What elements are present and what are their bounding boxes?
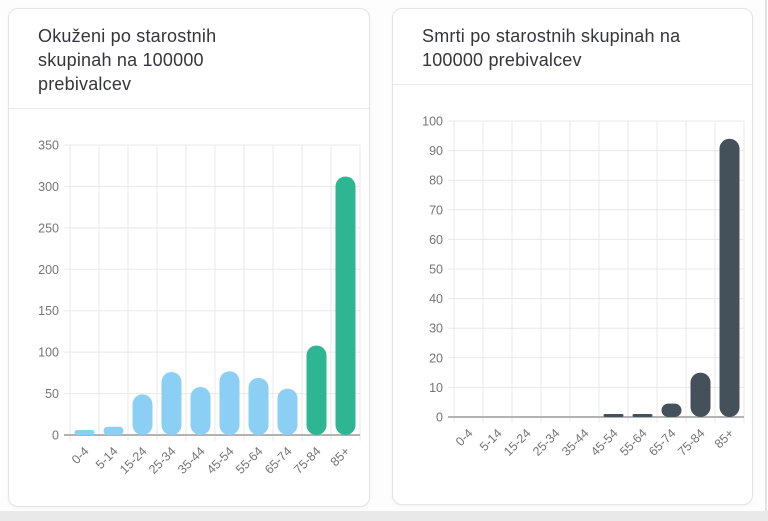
- bar-45-54[interactable]: [219, 371, 240, 435]
- y-tick-label: 80: [429, 174, 443, 188]
- y-tick-label: 0: [52, 429, 59, 443]
- y-tick-label: 50: [429, 263, 443, 277]
- x-tick-label: 0-4: [69, 444, 92, 467]
- y-tick-label: 100: [38, 346, 59, 360]
- y-tick-label: 300: [38, 180, 59, 194]
- deaths-bar-chart[interactable]: 0 10 20 30 40 50 60 70 80 90 100 0-4 5-1415-2425-343…: [396, 85, 748, 485]
- x-tick-label: 55-64: [617, 426, 650, 459]
- x-tick-label: 15-24: [501, 426, 534, 459]
- x-tick-label: 5-14: [93, 444, 121, 472]
- deaths-chart-card: Smrti po starostnih skupinah na 100000 p…: [392, 8, 753, 505]
- infected-chart-card: Okuženi po starostnih skupinah na 100000…: [8, 8, 370, 507]
- y-tick-label: 40: [429, 292, 443, 306]
- y-tick-label: 60: [429, 233, 443, 247]
- bar-65-74[interactable]: [661, 403, 682, 417]
- bar-75-84[interactable]: [690, 372, 711, 417]
- bar-55-64[interactable]: [248, 377, 269, 435]
- x-tick-label: 65-74: [262, 444, 295, 477]
- bar-85+[interactable]: [719, 138, 740, 417]
- y-tick-label: 200: [38, 263, 59, 277]
- bar-75-84[interactable]: [306, 345, 327, 435]
- x-tick-label: 75-84: [291, 444, 324, 477]
- y-tick-label: 10: [429, 381, 443, 395]
- y-tick-label: 350: [38, 139, 59, 153]
- y-tick-label: 250: [38, 221, 59, 235]
- infected-chart-area: 0 50 100 150 200 250 300 350 0-4 5-14 15-24 25-34 35…: [9, 109, 369, 506]
- x-tick-label: 35-44: [175, 444, 208, 477]
- deaths-chart-area: 0 10 20 30 40 50 60 70 80 90 100 0-4 5-14 15-24 25-34 3…: [393, 85, 752, 490]
- x-tick-label: 0-4: [453, 426, 476, 449]
- x-tick-label: 65-74: [646, 426, 679, 459]
- deaths-chart-title: Smrti po starostnih skupinah na 100000 p…: [422, 26, 681, 70]
- bar-15-24[interactable]: [132, 394, 153, 435]
- x-tick-label: 45-54: [588, 426, 621, 459]
- x-tick-label: 25-34: [146, 444, 179, 477]
- bar-35-44[interactable]: [190, 386, 211, 435]
- y-tick-label: 150: [38, 304, 59, 318]
- x-tick-label: 5-14: [477, 426, 505, 454]
- bar-45-54[interactable]: [603, 414, 624, 417]
- page-background-strip: [0, 511, 768, 521]
- x-tick-label: 55-64: [233, 444, 266, 477]
- x-tick-label: 85+: [712, 426, 737, 451]
- y-tick-label: 90: [429, 144, 443, 158]
- x-tick-label: 45-54: [204, 444, 237, 477]
- bar-55-64[interactable]: [632, 414, 653, 417]
- y-tick-label: 20: [429, 351, 443, 365]
- bar-5-14[interactable]: [103, 426, 124, 435]
- bar-85+[interactable]: [335, 176, 356, 435]
- infected-card-header: Okuženi po starostnih skupinah na 100000…: [9, 9, 369, 109]
- y-tick-label: 30: [429, 322, 443, 336]
- y-tick-label: 50: [45, 387, 59, 401]
- y-tick-label: 0: [436, 411, 443, 425]
- infected-bar-chart[interactable]: 0 50 100 150 200 250 300 350 0-4 5-1415-2425-3435…: [12, 109, 364, 503]
- bar-65-74[interactable]: [277, 388, 298, 435]
- bar-0-4[interactable]: [74, 430, 95, 435]
- x-tick-label: 15-24: [117, 444, 150, 477]
- x-tick-label: 25-34: [530, 426, 563, 459]
- infected-chart-title: Okuženi po starostnih skupinah na 100000…: [38, 26, 217, 94]
- deaths-card-header: Smrti po starostnih skupinah na 100000 p…: [393, 9, 752, 85]
- x-tick-label: 85+: [328, 444, 353, 469]
- y-tick-label: 70: [429, 203, 443, 217]
- page-edge-line: [765, 0, 767, 511]
- x-tick-label: 75-84: [675, 426, 708, 459]
- y-tick-label: 100: [422, 115, 443, 129]
- x-tick-label: 35-44: [559, 426, 592, 459]
- bar-25-34[interactable]: [161, 372, 182, 435]
